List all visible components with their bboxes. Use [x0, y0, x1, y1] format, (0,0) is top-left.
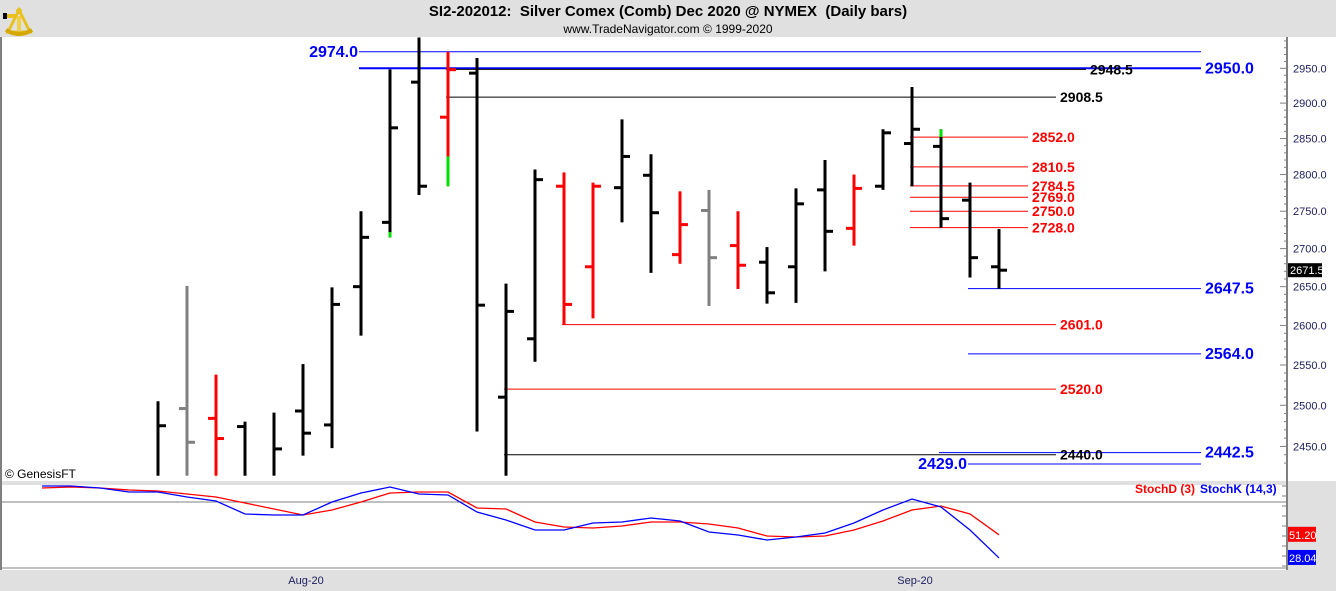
level-label: 2810.5 [1032, 159, 1075, 175]
level-label: 2974.0 [309, 44, 358, 61]
ohlc-bar [585, 182, 601, 319]
ohlc-bar [672, 191, 688, 264]
level-label: 2440.0 [1060, 447, 1103, 463]
ohlc-bar [353, 211, 369, 336]
ohlc-bar [208, 374, 224, 476]
ohlc-bar [643, 154, 659, 273]
ohlc-bar [324, 287, 340, 449]
ohlc-bar [527, 169, 543, 362]
axis-tick-label: 2500.0 [1293, 400, 1327, 412]
ohlc-bar [904, 87, 920, 187]
ohlc-bar [962, 182, 978, 278]
ohlc-bar [701, 189, 717, 306]
axis-tick-label: 2900.0 [1293, 98, 1327, 110]
axis-tick-label: 2750.0 [1293, 206, 1327, 218]
level-label: 2950.0 [1205, 60, 1254, 77]
axis-tick-label: 2800.0 [1293, 170, 1327, 182]
level-label: 2769.0 [1032, 189, 1075, 205]
stoch-panel [0, 485, 1336, 570]
ohlc-bar [469, 57, 485, 432]
x-axis-label: Sep-20 [897, 575, 932, 587]
stochd-value: 51.20 [1289, 530, 1317, 542]
ohlc-bar [411, 37, 427, 196]
level-label: 2520.0 [1060, 381, 1103, 397]
level-label: 2429.0 [918, 456, 967, 473]
stochd-line [41, 486, 1000, 538]
level-label: 2601.0 [1060, 317, 1103, 333]
level-label: 2750.0 [1032, 203, 1075, 219]
axis-tick-label: 2950.0 [1293, 63, 1327, 75]
ohlc-bar [730, 211, 746, 289]
ohlc-bar [875, 129, 891, 190]
level-label: 2442.5 [1205, 445, 1254, 462]
legend-stochk: StochK (14,3) [1200, 482, 1277, 496]
axis-tick-label: 2600.0 [1293, 320, 1327, 332]
stoch-value-box [1288, 549, 1316, 565]
level-label: 2852.0 [1032, 129, 1075, 145]
ohlc-bar [440, 51, 456, 187]
chart-subtitle: www.TradeNavigator.com © 1999-2020 [563, 22, 773, 36]
x-axis-label: Aug-20 [288, 575, 323, 587]
ohlc-bar [817, 160, 833, 272]
price-panel [0, 37, 1336, 481]
last-price-box [1288, 263, 1322, 278]
ohlc-bar [846, 174, 862, 246]
ohlc-bar [156, 401, 166, 476]
axis-tick-label: 2700.0 [1293, 244, 1327, 256]
axis-tick-label: 2450.0 [1293, 441, 1327, 453]
axis-tick-label: 2650.0 [1293, 282, 1327, 294]
ohlc-bar [991, 229, 1007, 289]
ohlc-bar [237, 421, 247, 476]
legend-stochd: StochD (3) [1135, 482, 1195, 496]
ohlc-bar [382, 69, 398, 238]
ohlc-bar [272, 412, 282, 476]
axis-tick-label: 2550.0 [1293, 360, 1327, 372]
stochk-line [42, 485, 1000, 559]
copyright-label: © GenesisFT [5, 467, 77, 481]
ohlc-bar [933, 129, 949, 228]
level-label: 2908.5 [1060, 89, 1103, 105]
sextant-icon [3, 6, 34, 36]
level-label: 2728.0 [1032, 220, 1075, 236]
chart-title: SI2-202012: Silver Comex (Comb) Dec 2020… [428, 3, 908, 20]
level-label: 2948.5 [1090, 61, 1133, 77]
level-label: 2564.0 [1205, 346, 1254, 363]
ohlc-bar [295, 364, 311, 456]
ohlc-bar [759, 247, 775, 304]
ohlc-bar [788, 188, 804, 303]
level-label: 2784.5 [1032, 178, 1075, 194]
chart-header: SI2-202012: Silver Comex (Comb) Dec 2020… [0, 0, 1336, 37]
last-price-label: 2671.5 [1290, 265, 1324, 277]
stochk-value: 28.04 [1289, 553, 1317, 565]
ohlc-bar [179, 285, 195, 476]
ohlc-bar [614, 119, 630, 223]
level-label: 2647.5 [1205, 281, 1254, 298]
ohlc-bar [556, 172, 572, 325]
axis-tick-label: 2850.0 [1293, 134, 1327, 146]
ohlc-bar [498, 283, 514, 476]
stoch-value-box [1288, 526, 1316, 542]
